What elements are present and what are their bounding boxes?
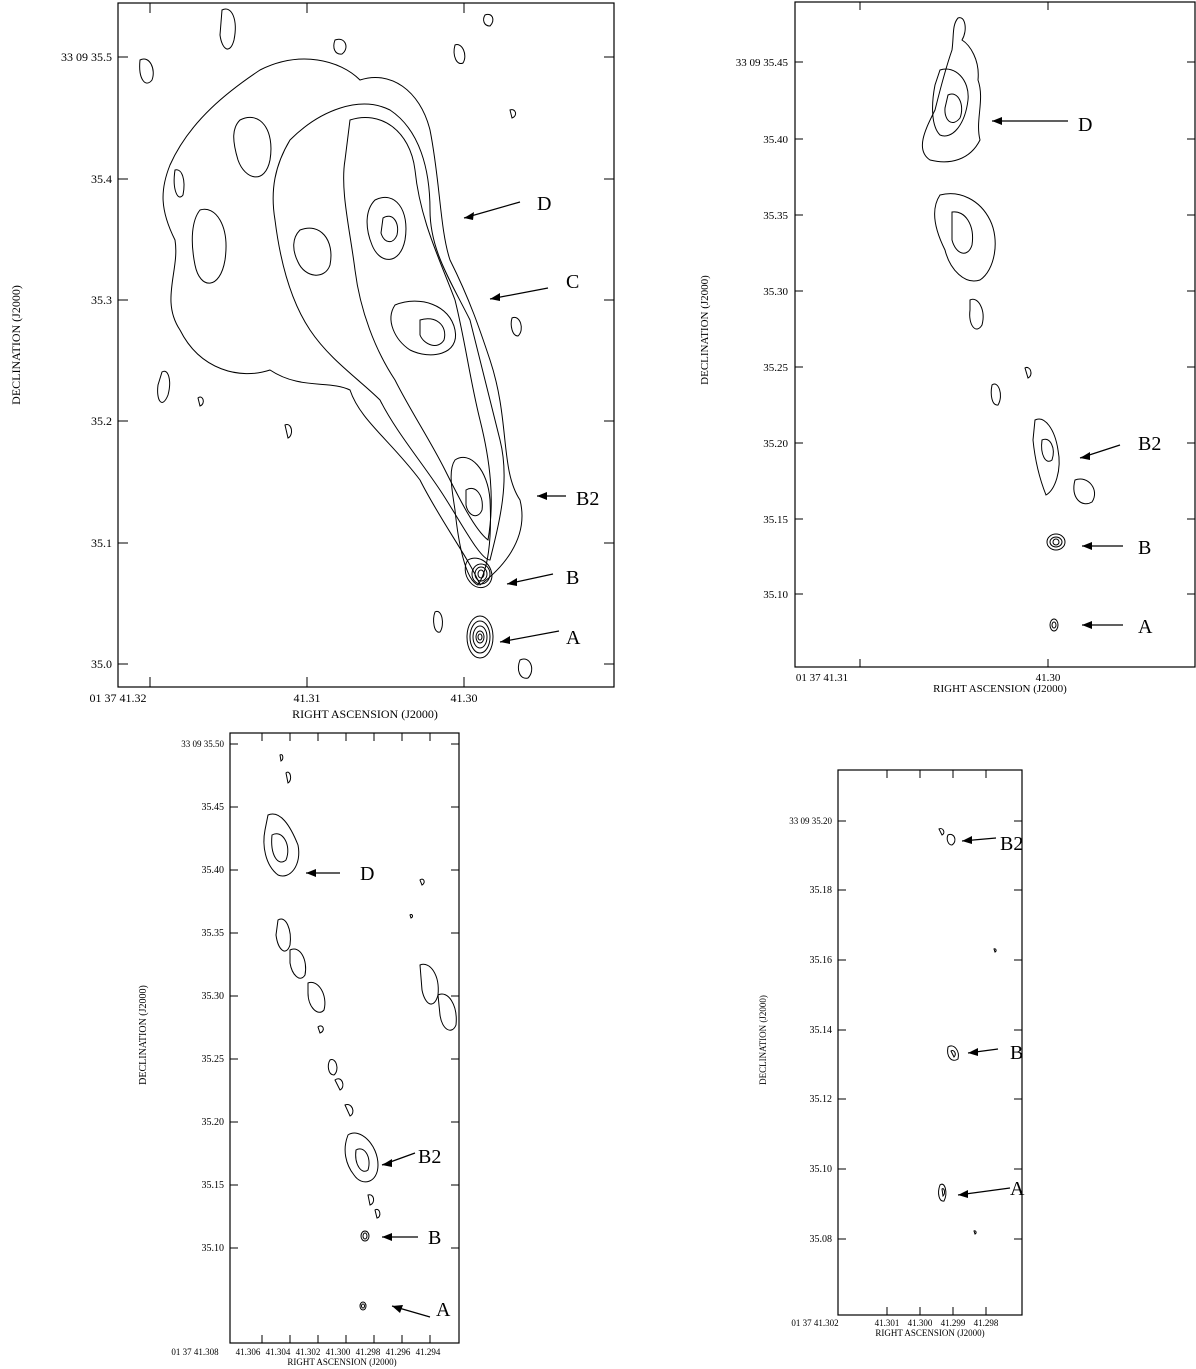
x-tick-label: 41.300	[908, 1318, 933, 1328]
component-label-a: A	[436, 1299, 451, 1321]
y-ticks	[230, 743, 459, 1249]
component-label-d: D	[360, 863, 374, 885]
x-tick-label: 41.294	[416, 1347, 441, 1357]
component-arrows	[992, 117, 1123, 629]
component-label-b2: B2	[576, 488, 599, 510]
x-axis-label: RIGHT ASCENSION (J2000)	[875, 1328, 984, 1338]
y-tick-label: 35.14	[810, 1025, 833, 1036]
y-tick-label: 35.30	[763, 286, 788, 298]
x-tick-label: 01 37 41.31	[796, 672, 848, 684]
y-tick-label: 35.16	[810, 955, 833, 966]
x-tick-label: 41.30	[451, 691, 478, 705]
x-ticks	[886, 770, 987, 1315]
y-ticks	[838, 820, 1022, 1240]
y-tick-label: 35.35	[763, 210, 788, 222]
component-label-b: B	[428, 1227, 441, 1249]
x-tick-label: 01 37 41.32	[90, 691, 147, 705]
contour-map-panel-a: 33 09 35.5 35.4 35.3 35.2 35.1 35.0 01 3…	[9, 2, 615, 721]
x-axis-label: RIGHT ASCENSION (J2000)	[933, 683, 1067, 695]
x-ticks	[149, 3, 465, 687]
y-tick-label: 35.30	[202, 991, 225, 1002]
y-tick-label: 35.25	[763, 362, 788, 374]
y-tick-label: 35.18	[810, 885, 833, 896]
radio-contours	[139, 8, 533, 679]
plot-frame	[117, 2, 615, 688]
contour-map-panel-c: 33 09 35.50 35.45 35.40 35.35 35.30 35.2…	[138, 732, 460, 1367]
y-tick-label: 35.20	[202, 1117, 225, 1128]
y-tick-label: 35.2	[91, 414, 112, 428]
y-tick-label: 35.40	[202, 865, 225, 876]
y-axis-label: DECLINATION (J2000)	[758, 995, 768, 1085]
x-axis-label: RIGHT ASCENSION (J2000)	[292, 707, 438, 721]
x-tick-label: 41.306	[236, 1347, 261, 1357]
plot-frame	[229, 732, 460, 1344]
contour-map-panel-d: 33 09 35.20 35.18 35.16 35.14 35.12 35.1…	[758, 769, 1025, 1338]
y-axis-label: DECLINATION (J2000)	[9, 285, 23, 405]
component-label-b2: B2	[418, 1146, 441, 1168]
component-label-a: A	[1010, 1178, 1025, 1200]
y-tick-label: 35.10	[763, 589, 788, 601]
radio-contours	[263, 754, 457, 1311]
component-label-b: B	[1010, 1042, 1023, 1064]
component-label-d: D	[537, 193, 551, 215]
x-tick-label: 41.296	[386, 1347, 411, 1357]
x-tick-label: 41.299	[941, 1318, 966, 1328]
y-ticks	[795, 61, 1195, 595]
y-tick-label: 35.25	[202, 1054, 225, 1065]
radio-contours	[921, 17, 1096, 632]
component-label-b: B	[1138, 537, 1151, 559]
y-tick-label: 35.15	[202, 1180, 225, 1191]
plot-frame	[794, 1, 1196, 668]
x-tick-label: 41.30	[1036, 672, 1061, 684]
x-tick-label: 41.298	[356, 1347, 381, 1357]
y-tick-label: 33 09 35.5	[61, 50, 112, 64]
component-arrows	[306, 869, 431, 1318]
y-tick-label: 35.45	[202, 802, 225, 813]
y-tick-label: 35.1	[91, 536, 112, 550]
component-label-b: B	[566, 567, 579, 589]
y-tick-label: 35.40	[763, 134, 788, 146]
component-label-b2: B2	[1000, 833, 1023, 855]
component-arrows	[957, 836, 1011, 1198]
y-tick-label: 35.10	[202, 1243, 225, 1254]
x-tick-label: 41.31	[294, 691, 321, 705]
contour-map-panel-b: 33 09 35.45 35.40 35.35 35.30 35.25 35.2…	[699, 1, 1196, 695]
y-axis-label: DECLINATION (J2000)	[699, 275, 711, 385]
x-tick-label: 41.300	[326, 1347, 351, 1357]
component-label-c: C	[566, 271, 579, 293]
x-tick-label: 01 37 41.308	[171, 1347, 219, 1357]
component-label-b2: B2	[1138, 433, 1161, 455]
y-tick-label: 35.15	[763, 514, 788, 526]
component-label-a: A	[566, 627, 581, 649]
y-tick-label: 33 09 35.20	[789, 816, 832, 826]
radio-contours	[938, 828, 997, 1235]
y-tick-label: 35.4	[91, 172, 112, 186]
plot-frame	[837, 769, 1023, 1316]
y-tick-label: 35.10	[810, 1164, 833, 1175]
x-ticks	[261, 733, 431, 1343]
y-tick-label: 33 09 35.45	[736, 57, 789, 69]
y-tick-label: 33 09 35.50	[181, 739, 224, 749]
x-tick-label: 41.302	[296, 1347, 321, 1357]
x-tick-label: 41.301	[875, 1318, 900, 1328]
y-tick-label: 35.12	[810, 1094, 833, 1105]
y-tick-label: 35.35	[202, 928, 225, 939]
y-tick-label: 35.3	[91, 293, 112, 307]
y-tick-label: 35.20	[763, 438, 788, 450]
x-axis-label: RIGHT ASCENSION (J2000)	[287, 1357, 396, 1367]
y-tick-label: 35.0	[91, 657, 112, 671]
x-tick-label: 01 37 41.302	[791, 1318, 838, 1328]
x-tick-label: 41.304	[266, 1347, 291, 1357]
component-arrows	[463, 201, 566, 644]
component-label-d: D	[1078, 114, 1092, 136]
x-tick-label: 41.298	[974, 1318, 999, 1328]
y-tick-label: 35.08	[810, 1234, 833, 1245]
y-ticks	[118, 56, 614, 665]
y-axis-label: DECLINATION (J2000)	[138, 985, 149, 1085]
component-label-a: A	[1138, 616, 1153, 638]
x-ticks	[859, 2, 1049, 667]
